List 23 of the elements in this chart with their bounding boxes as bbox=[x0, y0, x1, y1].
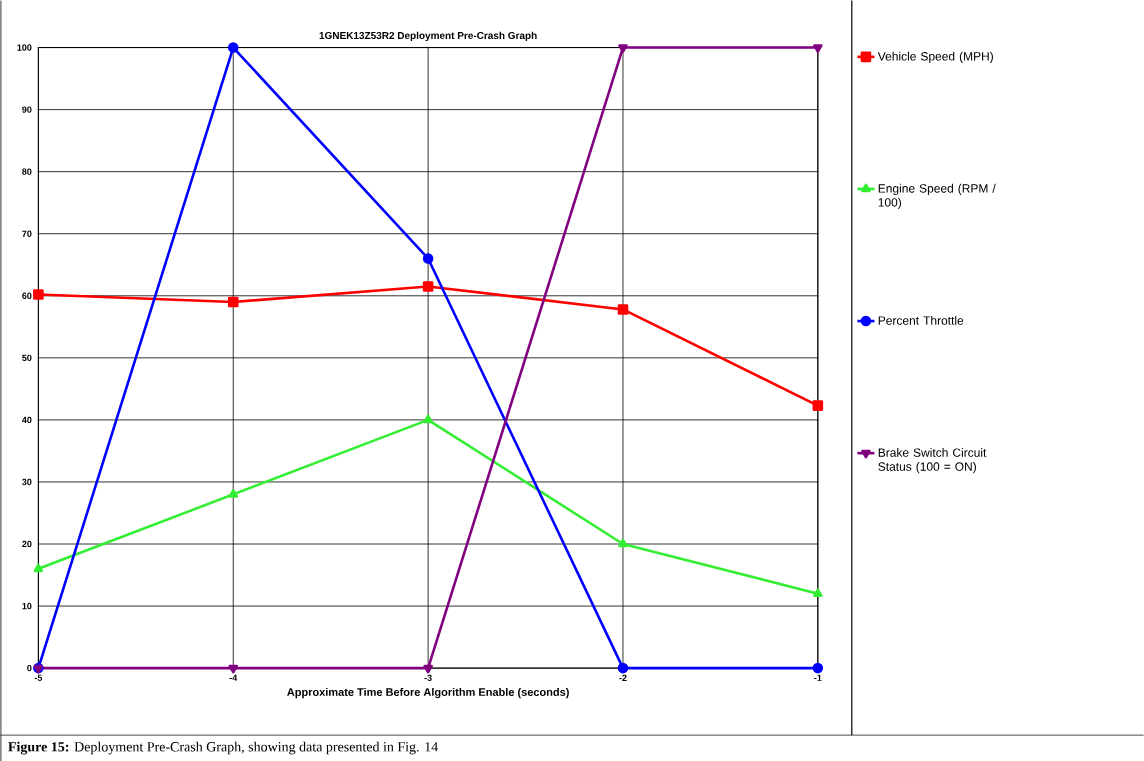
x-tick-label: -5 bbox=[34, 674, 43, 681]
x-tick-label: -1 bbox=[814, 674, 822, 681]
y-tick-label: 50 bbox=[22, 354, 32, 361]
y-tick-label: 40 bbox=[21, 416, 32, 423]
x-axis-title: Approximate Time Before Algorithm Enable (seconds) bbox=[287, 687, 569, 698]
y-tick-label: 20 bbox=[22, 540, 32, 547]
y-tick-label: 60 bbox=[22, 292, 32, 299]
x-tick-label: -3 bbox=[424, 674, 432, 681]
x-tick-label: -2 bbox=[619, 674, 627, 681]
y-tick-label: 90 bbox=[22, 106, 32, 113]
y-tick-label: 30 bbox=[22, 478, 32, 485]
legend-label: Percent Throttle bbox=[878, 315, 964, 325]
text: Figure 15: Deployment Pre-Crash Graph, showing data presented in Fig. 14 bbox=[8, 741, 438, 755]
y-tick-label: 80 bbox=[22, 168, 32, 175]
y-tick-label: 100 bbox=[17, 44, 32, 51]
x-tick-label: -4 bbox=[229, 674, 238, 681]
y-tick-label: 10 bbox=[22, 602, 32, 610]
legend-label: Vehicle Speed (MPH) bbox=[877, 51, 993, 63]
y-tick-label: 0 bbox=[27, 664, 32, 672]
legend-label: Engine Speed (RPM / 100) bbox=[878, 183, 996, 209]
chart-title: 1GNEK13Z53R2 Deployment Pre-Crash Graph bbox=[319, 31, 537, 41]
legend-label: Brake Switch Circuit Status (100 = ON) bbox=[878, 447, 987, 473]
y-tick-label: 70 bbox=[22, 230, 32, 237]
